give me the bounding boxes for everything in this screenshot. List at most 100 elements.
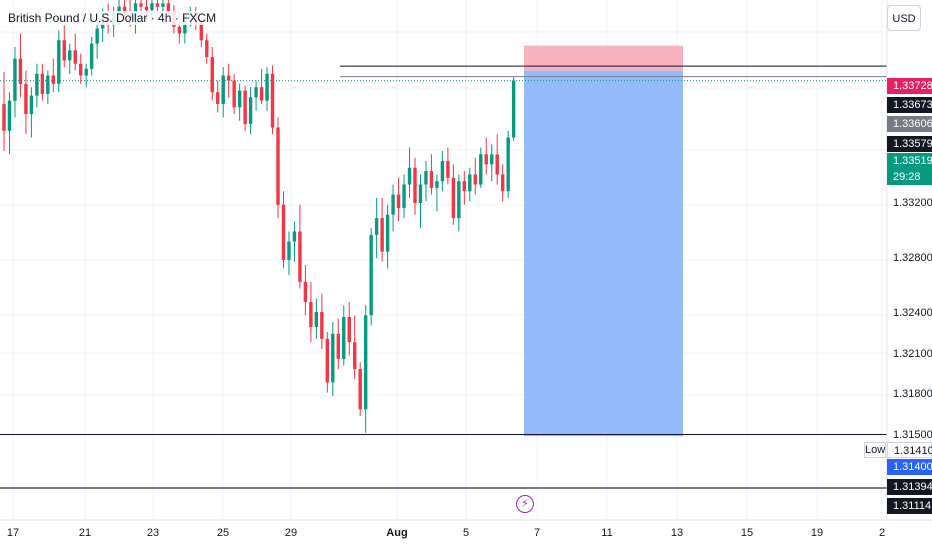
- candle-body: [117, 6, 121, 14]
- candle-body: [199, 23, 203, 41]
- time-label: Aug: [386, 527, 408, 539]
- candle-body: [511, 80, 516, 138]
- currency-button[interactable]: USD: [887, 5, 921, 31]
- candle-body: [358, 369, 362, 410]
- time-label: 19: [810, 527, 824, 539]
- price-tag-countdown: 29:28: [887, 169, 932, 185]
- price-tag-target: 1.31400: [887, 459, 932, 475]
- candle-body: [391, 194, 395, 215]
- price-tag-low: 1.31410: [887, 442, 932, 458]
- time-label: 23: [146, 527, 160, 539]
- candle-body: [500, 174, 505, 192]
- candle-body: [479, 154, 483, 185]
- time-label: 21: [78, 527, 92, 539]
- candle-body: [13, 58, 17, 101]
- time-label: 11: [601, 527, 613, 539]
- price-tag-line: 1.33579: [887, 136, 932, 152]
- candle-body: [276, 127, 280, 205]
- candle-body: [29, 95, 34, 115]
- candle-body: [495, 154, 499, 175]
- candle-body: [232, 80, 236, 108]
- symbol-title[interactable]: British Pound / U.S. Dollar · 4h · FXCM: [6, 11, 219, 25]
- candle-body: [380, 218, 384, 252]
- candle-body: [287, 241, 291, 260]
- low-label: Low: [864, 442, 886, 458]
- candle-body: [309, 301, 313, 328]
- candle-body: [84, 68, 88, 76]
- time-label: 25: [216, 527, 230, 539]
- candle-body: [7, 100, 12, 131]
- candle-body: [506, 137, 510, 192]
- time-label: 29: [284, 527, 298, 539]
- price-tick: 1.31500: [893, 429, 932, 441]
- price-tag-line: 1.33673: [887, 97, 932, 113]
- candle-body: [413, 167, 417, 203]
- candle-body: [18, 58, 23, 84]
- price-tick: 1.32100: [893, 348, 932, 360]
- candle-body: [385, 214, 390, 252]
- candle-body: [429, 171, 434, 188]
- candle-body: [331, 333, 335, 383]
- time-label: 2: [878, 527, 886, 539]
- candle-body: [237, 90, 242, 108]
- candle-body: [73, 50, 77, 64]
- price-tick: 1.32800: [893, 252, 932, 264]
- candle-body: [303, 281, 308, 302]
- candle-body: [57, 40, 61, 84]
- candle-body: [62, 40, 66, 61]
- candle-body: [24, 83, 28, 115]
- price-tick: 1.33200: [893, 197, 932, 209]
- candle-body: [226, 75, 231, 81]
- candle-body: [336, 333, 340, 359]
- position-zones[interactable]: [524, 45, 683, 437]
- candle-body: [347, 317, 351, 343]
- candle-body: [216, 92, 220, 104]
- price-tag-last: 1.33519: [887, 153, 932, 169]
- candle-body: [35, 73, 39, 96]
- candle-body: [150, 3, 154, 11]
- candle-body: [298, 231, 302, 282]
- candle-body: [243, 90, 247, 125]
- candle-body: [435, 181, 439, 188]
- candle-body: [462, 181, 467, 192]
- candle-body: [424, 171, 428, 185]
- candles: [2, 0, 516, 433]
- candle-body: [342, 317, 346, 359]
- candle-body: [205, 40, 209, 58]
- candle-body: [259, 87, 264, 101]
- candle-body: [484, 154, 488, 165]
- candle-body: [248, 97, 253, 125]
- candle-body: [314, 312, 319, 328]
- candle-body: [254, 87, 258, 98]
- candle-body: [320, 312, 324, 339]
- candle-body: [418, 184, 423, 203]
- time-label: 7: [533, 527, 541, 539]
- candle-body: [407, 167, 412, 185]
- candle-body: [396, 194, 401, 208]
- candle-body: [353, 342, 357, 370]
- time-label: 15: [740, 527, 754, 539]
- price-tag-line: 1.31394: [887, 479, 932, 495]
- candle-body: [281, 204, 286, 260]
- candle-body: [440, 161, 445, 182]
- grid: [0, 0, 887, 520]
- candle-body: [374, 218, 379, 235]
- candle-body: [95, 28, 99, 44]
- candle-body: [451, 177, 456, 219]
- horizontal-levels[interactable]: [0, 65, 887, 489]
- candle-body: [161, 3, 165, 7]
- candle-body: [46, 75, 50, 94]
- candle-body: [221, 75, 225, 104]
- time-label: 13: [670, 527, 684, 539]
- candle-body: [79, 63, 83, 76]
- candle-body: [325, 338, 330, 383]
- candle-body: [155, 3, 160, 7]
- candle-body: [122, 6, 127, 14]
- time-label: 17: [6, 527, 20, 539]
- price-tag-line: 1.33606: [887, 116, 932, 132]
- candle-body: [51, 75, 56, 84]
- candle-body: [177, 26, 182, 34]
- lightning-icon[interactable]: ⚡: [516, 495, 534, 513]
